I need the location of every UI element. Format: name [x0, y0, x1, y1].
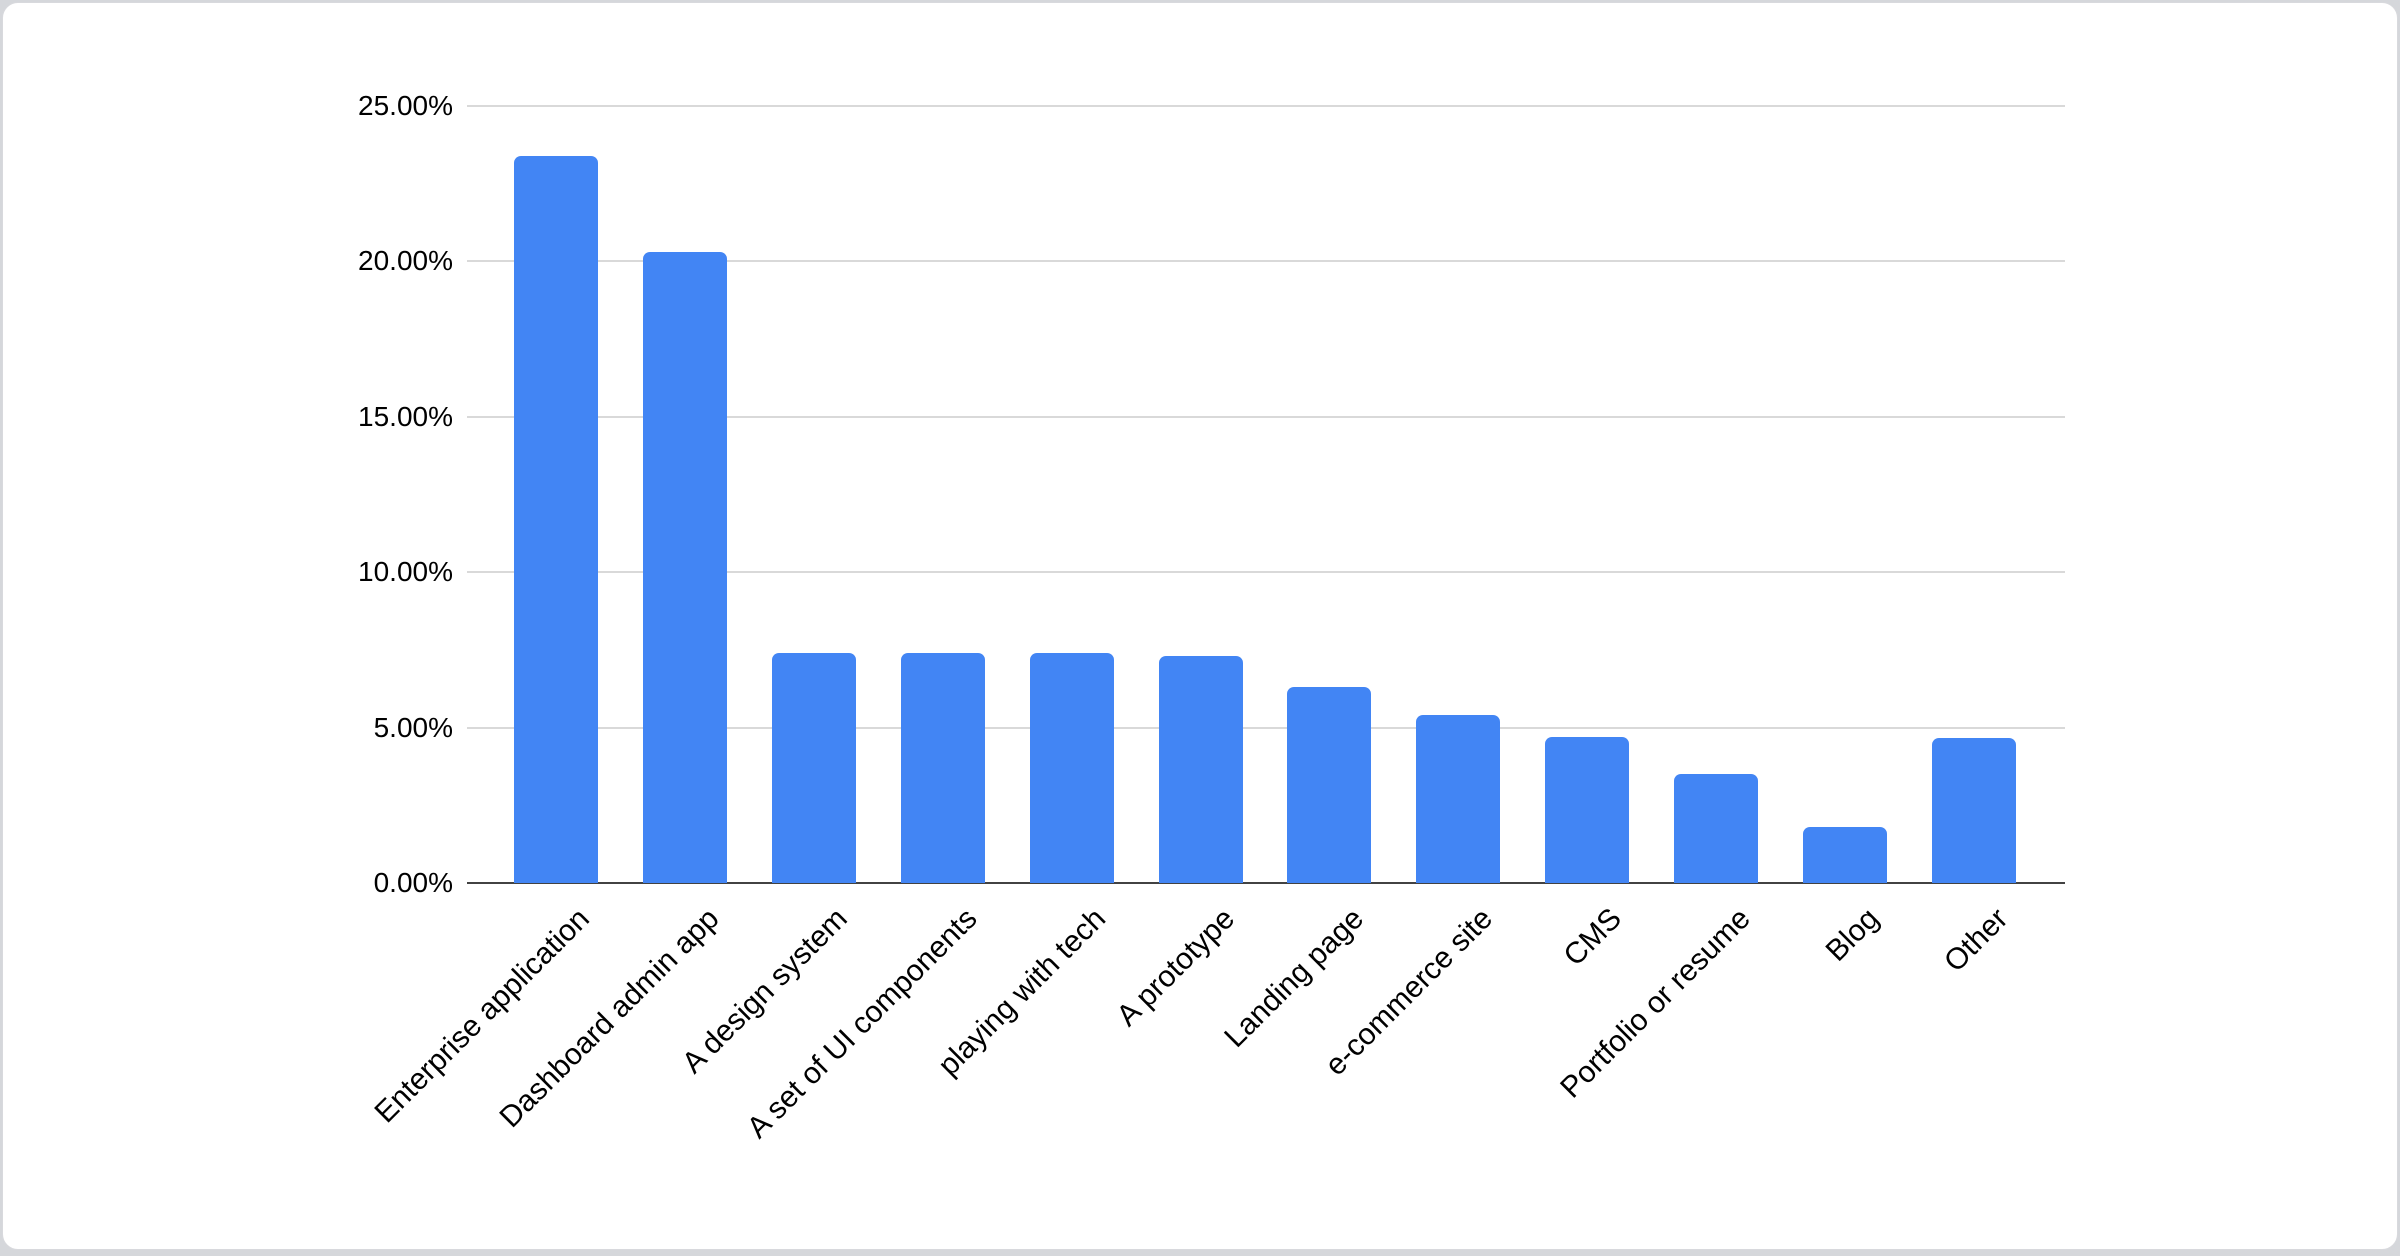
bar [900, 653, 985, 883]
bar [1416, 715, 1501, 883]
bar [1931, 738, 2016, 883]
y-axis-tick-label: 20.00% [358, 245, 453, 277]
y-axis-tick-label: 25.00% [358, 90, 453, 121]
x-axis-category-label: CMS [1557, 902, 1628, 973]
y-gridline [467, 105, 2065, 107]
y-axis-tick-label: 15.00% [358, 400, 453, 432]
bar [514, 155, 598, 883]
y-axis-tick-label: 0.00% [373, 867, 453, 898]
bar [1674, 774, 1759, 883]
bar [771, 653, 856, 883]
bar [1158, 656, 1243, 883]
y-gridline [467, 260, 2065, 263]
bar [1287, 687, 1372, 883]
x-axis-category-label: Dashboard admin app [493, 902, 726, 1135]
bar [1803, 827, 1887, 883]
y-axis-tick-label: 10.00% [358, 556, 453, 588]
x-axis-category-label: Blog [1819, 902, 1886, 968]
y-gridline [467, 726, 2065, 729]
y-gridline [467, 571, 2065, 574]
x-axis-category-label: Enterprise application [368, 902, 597, 1130]
y-gridline [467, 415, 2065, 418]
bar [642, 252, 727, 883]
x-axis-category-label: Other [1937, 902, 2015, 979]
x-axis-category-label: A prototype [1110, 902, 1241, 1033]
bar [1545, 736, 1630, 883]
x-axis-category-label: A set of UI components [740, 902, 984, 1145]
x-axis-line [467, 882, 2065, 884]
bar [1029, 653, 1114, 883]
y-axis-tick-label: 5.00% [373, 711, 453, 743]
